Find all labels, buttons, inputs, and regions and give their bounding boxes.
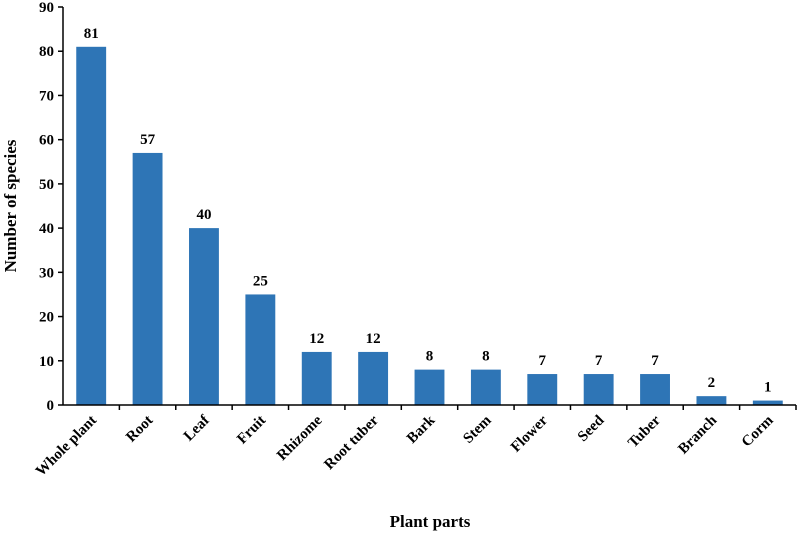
x-tick-label: Root tuber xyxy=(321,412,382,473)
data-label: 8 xyxy=(426,349,434,365)
bar-branch xyxy=(696,396,727,405)
x-tick-label: Leaf xyxy=(181,412,214,445)
x-axis-title: Plant parts xyxy=(390,512,471,531)
y-tick-label: 90 xyxy=(39,0,54,16)
y-tick-label: 0 xyxy=(47,398,55,414)
bar-whole-plant xyxy=(76,46,107,406)
y-tick-label: 20 xyxy=(39,310,54,326)
x-tick-label: Branch xyxy=(675,412,720,457)
x-tick-label: Root xyxy=(123,413,156,446)
bar-tuber xyxy=(640,374,670,405)
x-tick-label: Whole plant xyxy=(33,413,100,480)
data-label: 2 xyxy=(708,375,716,391)
bar-seed xyxy=(583,374,614,405)
data-label: 7 xyxy=(595,353,603,369)
data-label: 81 xyxy=(84,26,99,42)
data-label: 1 xyxy=(764,380,772,396)
bar-corm xyxy=(752,400,783,405)
data-label: 40 xyxy=(196,207,211,223)
y-axis-title: Number of species xyxy=(1,139,20,272)
bar-rhizome xyxy=(301,351,332,405)
data-label: 7 xyxy=(651,353,659,369)
bar-fruit xyxy=(245,294,276,405)
bar-root xyxy=(132,152,163,405)
data-label: 57 xyxy=(140,132,156,148)
y-axis-ticks: 0 10 20 30 40 50 60 70 80 90 xyxy=(39,0,63,414)
bar-root-tuber xyxy=(358,351,389,405)
y-tick-label: 70 xyxy=(39,88,54,104)
data-label: 12 xyxy=(309,331,324,347)
bar-stem xyxy=(470,369,501,405)
y-tick-label: 30 xyxy=(39,265,54,281)
x-tick-label: Seed xyxy=(575,412,608,445)
x-tick-label: Tuber xyxy=(625,412,664,451)
data-label: 25 xyxy=(253,273,268,289)
bars-group xyxy=(76,46,783,406)
x-tick-label: Flower xyxy=(508,412,551,455)
x-tick-label: Stem xyxy=(460,412,495,447)
x-tick-label: Rhizome xyxy=(274,412,326,464)
data-labels-group: 81 57 40 25 12 12 8 8 7 7 7 2 1 xyxy=(84,26,772,396)
y-tick-label: 60 xyxy=(39,133,54,149)
x-tick-label: Fruit xyxy=(234,413,269,448)
bar-bark xyxy=(414,369,445,405)
y-tick-label: 50 xyxy=(39,177,54,193)
x-tick-label: Corm xyxy=(739,412,777,450)
y-tick-label: 10 xyxy=(39,354,54,370)
x-tick-label: Bark xyxy=(404,412,439,447)
y-tick-label: 80 xyxy=(39,44,54,60)
data-label: 7 xyxy=(539,353,547,369)
data-label: 12 xyxy=(366,331,381,347)
bar-flower xyxy=(527,374,558,405)
bar-leaf xyxy=(189,228,219,405)
data-label: 8 xyxy=(482,349,490,365)
y-tick-label: 40 xyxy=(39,221,54,237)
